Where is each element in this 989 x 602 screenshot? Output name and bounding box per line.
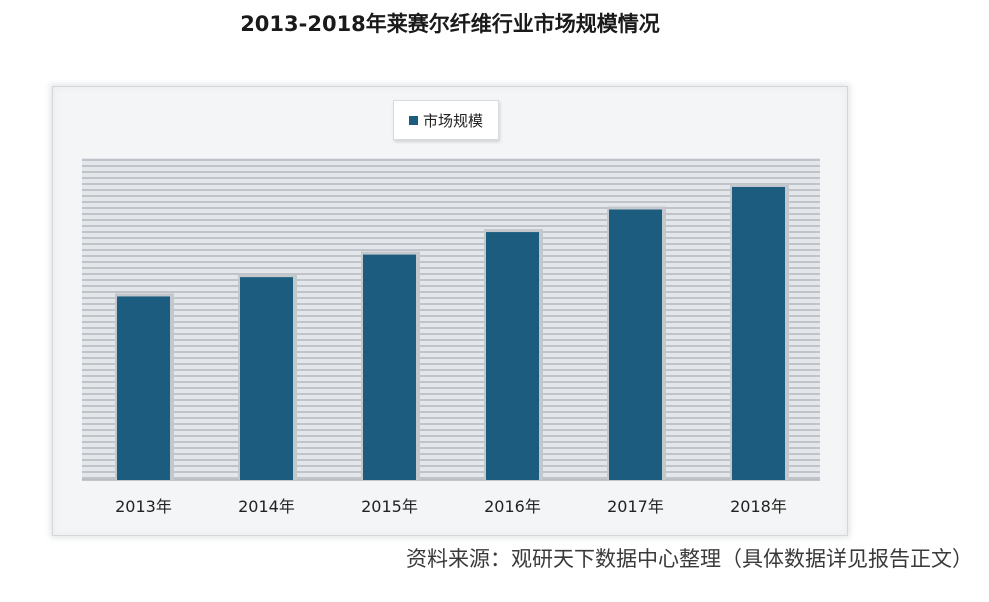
x-tick-label: 2013年 [115, 497, 172, 516]
bar-2017年 [609, 209, 662, 480]
legend: 市场规模 [393, 100, 499, 140]
plot-area [82, 158, 820, 480]
bar-2014年 [240, 277, 293, 480]
bar-2016年 [486, 232, 539, 480]
gridlines [82, 158, 820, 481]
x-tick-label: 2016年 [484, 497, 541, 516]
bar-2018年 [732, 186, 785, 481]
legend-swatch [408, 115, 418, 125]
x-axis-labels: 2013年 2014年 2015年 2016年 2017年 2018年 [115, 497, 787, 516]
x-tick-label: 2017年 [607, 497, 664, 516]
chart-title: 2013-2018年莱赛尔纤维行业市场规模情况 [240, 12, 660, 36]
bar-2015年 [363, 254, 416, 480]
x-tick-label: 2014年 [238, 497, 295, 516]
bar-2013年 [117, 296, 170, 480]
bars [115, 183, 789, 481]
source-note: 资料来源：观研天下数据中心整理（具体数据详见报告正文） [406, 547, 973, 571]
x-tick-label: 2015年 [361, 497, 418, 516]
x-tick-label: 2018年 [730, 497, 787, 516]
legend-label: 市场规模 [422, 111, 483, 130]
